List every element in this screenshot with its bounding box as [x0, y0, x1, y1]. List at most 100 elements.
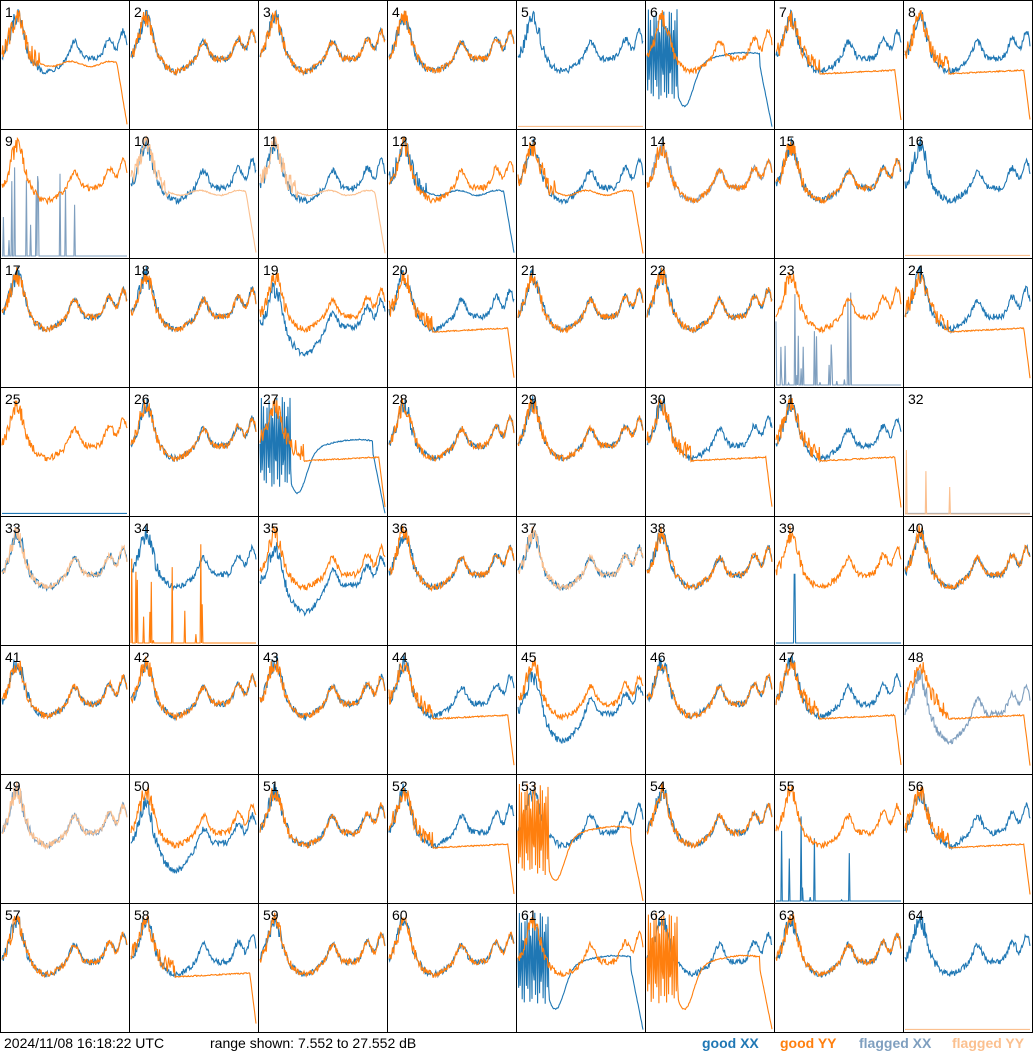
panel-label: 34: [134, 520, 150, 536]
series-yy-good: [517, 783, 644, 902]
panel-8: 8: [903, 0, 1033, 130]
panel-label: 11: [263, 133, 278, 149]
panel-label: 48: [908, 649, 924, 665]
series-xx-good: [775, 138, 902, 204]
series-yy-good: [775, 658, 902, 765]
series-xx-good: [259, 282, 386, 358]
panel-15: 15: [774, 129, 904, 259]
panel-20: 20: [387, 258, 517, 388]
panel-48: 48: [903, 645, 1033, 775]
series-yy-good: [130, 400, 257, 462]
panel-3: 3: [258, 0, 388, 130]
series-xx-good: [130, 916, 257, 978]
series-xx-good: [775, 9, 902, 75]
panel-6: 6: [645, 0, 775, 130]
series-yy-good: [775, 525, 902, 589]
panel-49: 49: [0, 774, 130, 904]
panel-label: 61: [521, 907, 537, 923]
series-yy-good: [130, 11, 257, 77]
legend-good-yy: good YY: [780, 1035, 837, 1051]
panel-label: 7: [779, 4, 787, 20]
panel-12: 12: [387, 129, 517, 259]
series-xx-good: [776, 816, 901, 902]
panel-57: 57: [0, 903, 130, 1033]
panel-label: 18: [134, 262, 150, 278]
panel-58: 58: [129, 903, 259, 1033]
panel-7: 7: [774, 0, 904, 130]
series-yy-good: [1, 660, 128, 720]
series-yy-good: [259, 659, 386, 720]
panel-label: 29: [521, 391, 537, 407]
panel-label: 1: [5, 4, 13, 20]
panel-label: 39: [779, 520, 795, 536]
panel-9: 9: [0, 129, 130, 259]
panel-37: 37: [516, 516, 646, 646]
panel-label: 63: [779, 907, 795, 923]
series-yy-good: [388, 662, 515, 766]
panel-56: 56: [903, 774, 1033, 904]
panel-label: 43: [263, 649, 279, 665]
series-xx-good: [388, 917, 515, 979]
panel-label: 50: [134, 778, 150, 794]
panel-28: 28: [387, 387, 517, 517]
panel-27: 27: [258, 387, 388, 517]
panel-60: 60: [387, 903, 517, 1033]
panel-label: 27: [263, 391, 279, 407]
panel-label: 44: [392, 649, 408, 665]
legend-flagged-xx: flagged XX: [859, 1035, 932, 1051]
series-yy-good: [904, 786, 1031, 895]
panel-label: 64: [908, 907, 924, 923]
series-yy-good: [904, 662, 1031, 766]
panel-label: 60: [392, 907, 408, 923]
series-xx-good: [259, 655, 386, 722]
panel-53: 53: [516, 774, 646, 904]
series-yy-good: [388, 525, 515, 593]
series-xx-good: [1, 9, 128, 75]
panel-31: 31: [774, 387, 904, 517]
panel-label: 55: [779, 778, 795, 794]
panel-label: 16: [908, 133, 924, 149]
panel-label: 4: [392, 4, 400, 20]
panel-51: 51: [258, 774, 388, 904]
series-xx-good: [1, 916, 128, 978]
series-yy-good: [259, 398, 386, 508]
series-yy-good: [775, 913, 902, 978]
series-yy-good: [517, 272, 644, 334]
panel-22: 22: [645, 258, 775, 388]
footer: 2024/11/08 16:18:22 UTC range shown: 7.5…: [0, 1033, 1033, 1053]
series-xx-good: [259, 542, 386, 617]
timestamp: 2024/11/08 16:18:22 UTC: [4, 1035, 165, 1051]
panel-label: 2: [134, 4, 142, 20]
series-yy-good: [259, 272, 386, 333]
panel-label: 31: [779, 391, 795, 407]
panel-label: 12: [392, 133, 408, 149]
series-yy-good: [259, 788, 386, 849]
panel-label: 49: [5, 778, 21, 794]
series-xx-good: [388, 655, 515, 721]
panel-45: 45: [516, 645, 646, 775]
series-yy-good: [1, 915, 128, 979]
panel-label: 33: [5, 520, 21, 536]
series-yy-good: [646, 10, 773, 75]
panel-10: 10: [129, 129, 259, 259]
panel-label: 26: [134, 391, 150, 407]
series-yy-flagged: [905, 449, 1030, 515]
panel-64: 64: [903, 903, 1033, 1033]
series-yy-good: [646, 664, 773, 720]
panel-label: 22: [650, 262, 666, 278]
series-yy-good: [259, 912, 386, 978]
panel-61: 61: [516, 903, 646, 1033]
series-xx-good: [517, 396, 644, 462]
series-yy-good: [1, 136, 128, 206]
series-xx-good: [517, 912, 644, 1030]
series-yy-good: [775, 141, 902, 204]
panel-frame: [516, 0, 646, 130]
series-xx-flagged: [775, 292, 901, 386]
panel-39: 39: [774, 516, 904, 646]
panel-41: 41: [0, 645, 130, 775]
panel-50: 50: [129, 774, 259, 904]
panel-17: 17: [0, 258, 130, 388]
panel-34: 34: [129, 516, 259, 646]
series-yy-good: [904, 525, 1031, 590]
